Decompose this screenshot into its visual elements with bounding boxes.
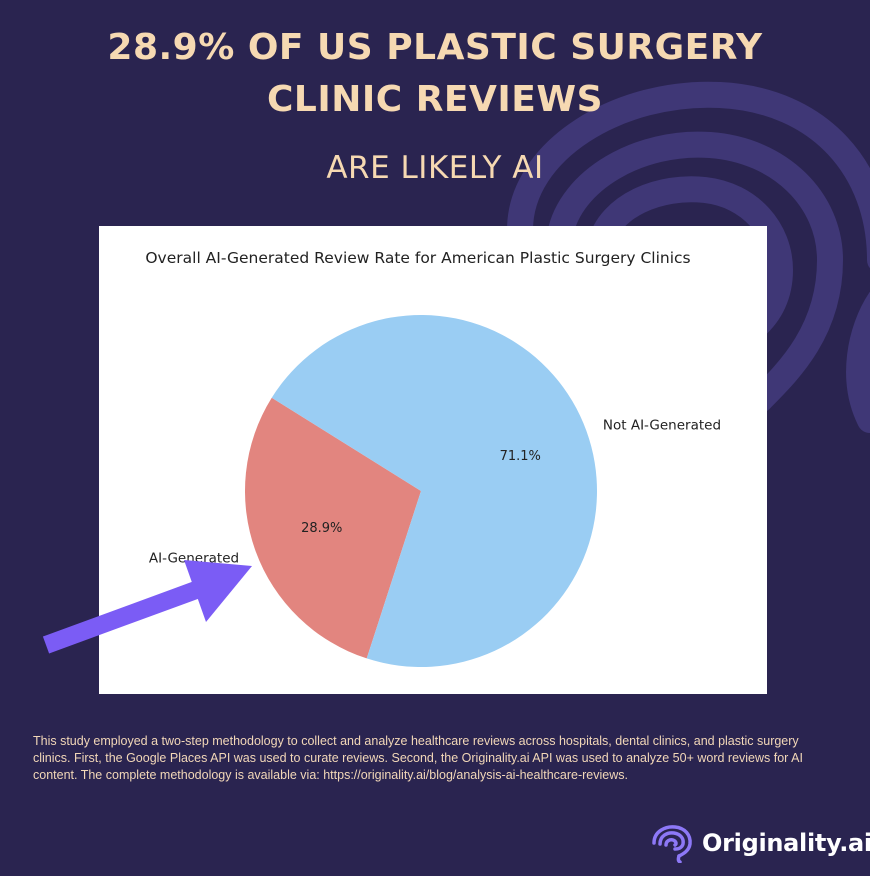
pie-category-label: Not AI-Generated [603, 418, 721, 434]
brand-name: Originality.ai [702, 829, 870, 857]
brand-logo[interactable]: Originality.ai [648, 818, 870, 868]
headline-line-2: CLINIC REVIEWS [266, 79, 604, 120]
brain-icon [652, 825, 692, 863]
pie-category-label: AI-Generated [149, 550, 239, 566]
chart-card: Overall AI-Generated Review Rate for Ame… [99, 226, 767, 694]
headline-line-1: 28.9% OF US PLASTIC SURGERY [107, 27, 763, 68]
headline: 28.9% OF US PLASTIC SURGERY CLINIC REVIE… [0, 22, 870, 126]
pie-slice-not-ai-generated [271, 315, 597, 667]
chart-title: Overall AI-Generated Review Rate for Ame… [145, 249, 690, 267]
subheadline: ARE LIKELY AI [326, 150, 544, 186]
pie-pct-label: 28.9% [301, 521, 342, 536]
pie-pct-label: 71.1% [500, 449, 541, 464]
pie-chart: Overall AI-Generated Review Rate for Ame… [145, 249, 721, 667]
methodology-text: This study employed a two-step methodolo… [33, 734, 803, 782]
pie-slice-ai-generated [244, 397, 421, 659]
